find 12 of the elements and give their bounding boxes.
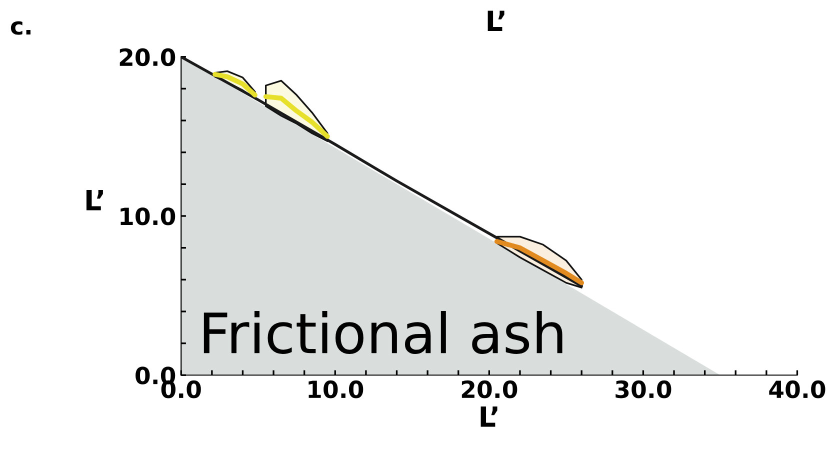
annotation: Frictional ash	[204, 310, 562, 354]
x-tick-label: 40.0	[769, 380, 826, 398]
text: L’	[488, 10, 504, 31]
x-axis-title: L’	[480, 406, 498, 427]
x-tick-label: 10.0	[308, 380, 364, 398]
line-series	[181, 56, 583, 288]
y-axis-title: L’	[86, 190, 103, 210]
y-tick-label: 10.0	[120, 207, 176, 226]
y-tick-label: 20.0	[120, 48, 176, 66]
chart-title: c.	[10, 21, 30, 35]
x-tick-label: 20.0	[462, 380, 518, 398]
x-tick-label: 30.0	[616, 380, 672, 398]
